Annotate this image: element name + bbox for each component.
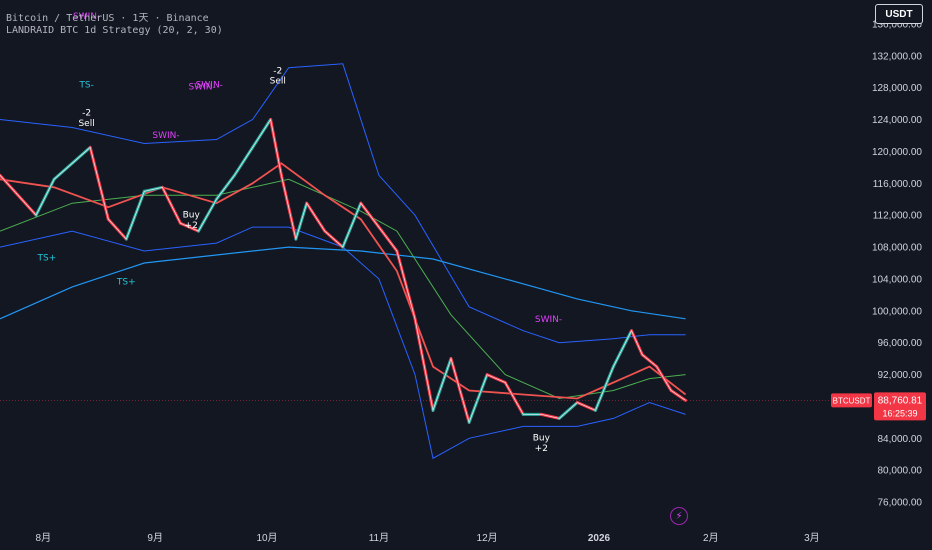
y-axis: 76,000.0080,000.0084,000.0088,000.0092,0… xyxy=(866,0,932,550)
y-tick-label: 92,000.00 xyxy=(878,370,923,381)
price-tag-value: 88,760.81 xyxy=(878,395,923,406)
symbol-tag-label: BTCUSDT xyxy=(833,396,871,405)
x-tick-label: 8月 xyxy=(36,532,52,544)
series-ema_slow-line xyxy=(0,178,686,400)
x-tick-label: 10月 xyxy=(256,532,277,544)
y-tick-label: 100,000.00 xyxy=(872,306,922,317)
x-tick-label: 2026 xyxy=(588,533,611,544)
signal-swin-label: SWIN- xyxy=(152,131,179,141)
x-tick-label: 3月 xyxy=(804,532,820,544)
y-tick-label: 104,000.00 xyxy=(872,274,922,285)
signal-sell-label: Sell xyxy=(78,119,94,129)
y-tick-label: 136,000.00 xyxy=(872,19,922,30)
signal-ts-label: TS+ xyxy=(116,278,136,288)
strategy-title: LANDRAID BTC 1d Strategy (20, 2, 30) xyxy=(6,25,223,36)
signal-swin-label: SWIN- xyxy=(196,81,223,91)
y-tick-label: 84,000.00 xyxy=(878,434,923,445)
currency-unit-button[interactable]: USDT xyxy=(875,4,923,24)
series-bb_lower-line xyxy=(0,226,686,460)
y-tick-label: 76,000.00 xyxy=(878,498,923,509)
y-tick-label: 120,000.00 xyxy=(872,147,922,158)
signal-annotations: TS--2SellTS+TS+Buy+2-2SellBuy+2SWIN-SWIN… xyxy=(37,12,563,454)
x-tick-label: 11月 xyxy=(369,532,389,544)
x-tick-label: 12月 xyxy=(477,532,498,544)
signal-sell_num-label: -2 xyxy=(273,66,282,76)
x-axis: 8月 9月 10月 11月 12月 2026 2月 3月 xyxy=(36,532,820,544)
y-tick-label: 96,000.00 xyxy=(878,338,923,349)
price-tag-box xyxy=(874,392,926,421)
signal-ts-label: TS+ xyxy=(37,254,57,264)
y-tick-label: 108,000.00 xyxy=(872,243,922,254)
y-tick-label: 124,000.00 xyxy=(872,115,922,126)
y-tick-label: 116,000.00 xyxy=(873,179,923,190)
x-tick-label: 9月 xyxy=(147,532,163,544)
series-bb_upper-line xyxy=(0,63,686,344)
y-tick-label: 132,000.00 xyxy=(872,51,922,62)
x-tick-label: 2月 xyxy=(703,532,719,544)
signal-buy-label: Buy xyxy=(183,211,201,221)
y-axis-background xyxy=(866,0,932,550)
price-line-group xyxy=(0,118,688,424)
signal-swin-label: SWIN- xyxy=(73,12,100,22)
last-price-tag: BTCUSDT 88,760.81 16:25:39 xyxy=(0,392,926,421)
symbol-tag-box xyxy=(831,393,872,408)
indicator-lines xyxy=(0,63,687,460)
lightning-icon[interactable]: ⚡ xyxy=(670,507,688,525)
signal-buy-label: Buy xyxy=(533,434,551,444)
y-tick-label: 112,000.00 xyxy=(873,211,923,222)
signal-buy_num-label: +2 xyxy=(185,221,198,231)
close-price-line xyxy=(0,118,686,424)
signal-sell_num-label: -2 xyxy=(82,109,91,119)
symbol-title: Bitcoin / TetherUS · 1天 · Binance xyxy=(6,13,209,24)
y-tick-label: 128,000.00 xyxy=(872,83,922,94)
signal-sell-label: Sell xyxy=(270,77,286,87)
y-tick-label: 80,000.00 xyxy=(878,466,923,477)
signal-ts-label: TS- xyxy=(78,81,93,91)
series-ma_long-line xyxy=(0,246,686,320)
signal-swin-label: SWIN- xyxy=(188,82,215,92)
signal-buy_num-label: +2 xyxy=(535,444,548,454)
signal-swin-label: SWIN- xyxy=(535,315,562,325)
countdown-label: 16:25:39 xyxy=(882,408,917,418)
